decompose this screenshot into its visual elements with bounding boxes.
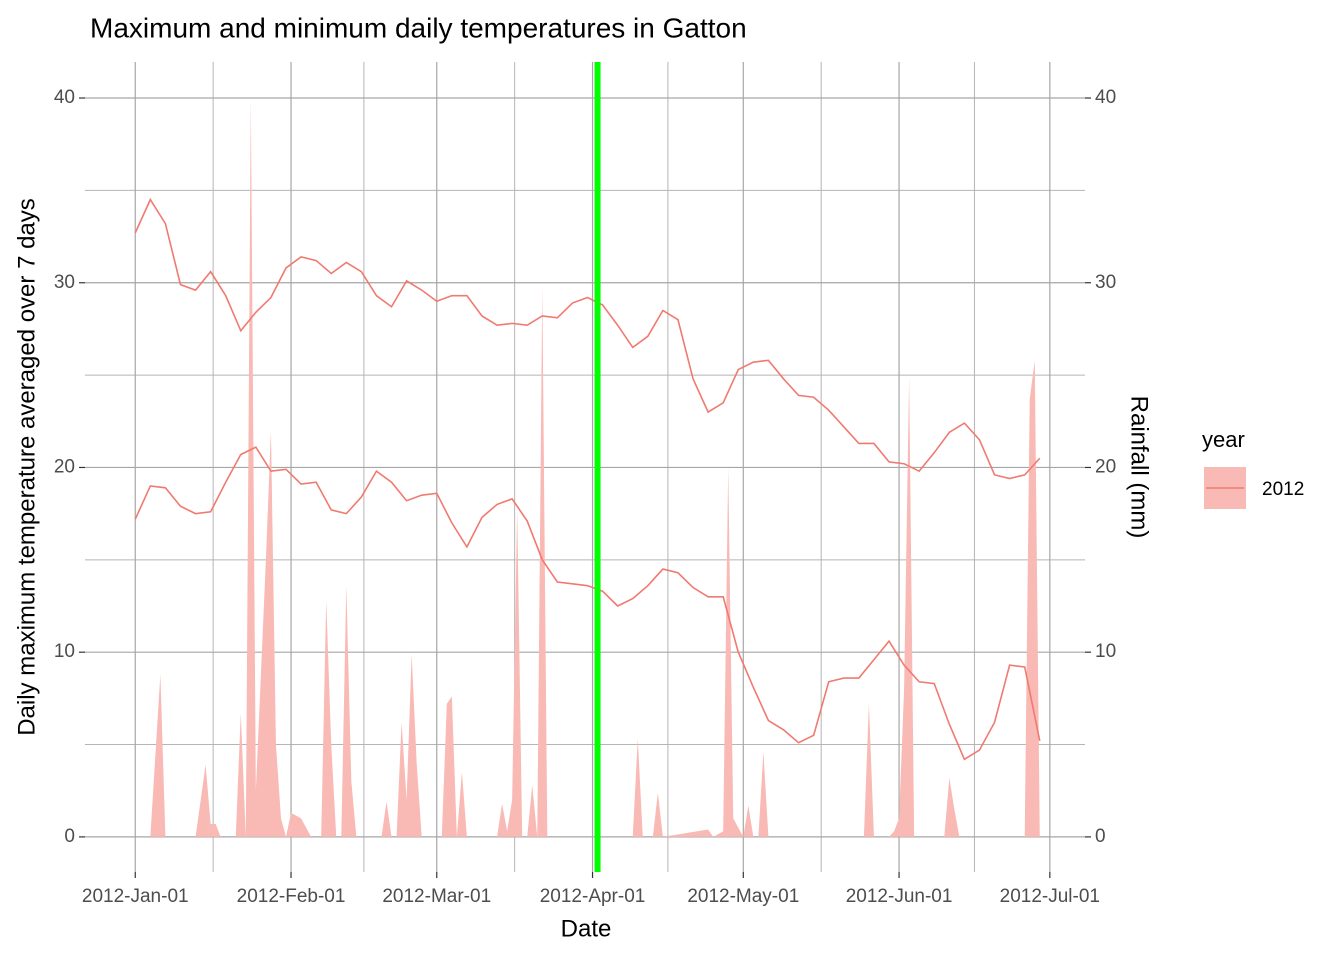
x-tick-label: 2012-Feb-01 xyxy=(237,886,346,907)
x-tick-label: 2012-Jun-01 xyxy=(846,886,953,907)
x-tick-label: 2012-Jan-01 xyxy=(82,886,189,907)
y2-tick-label: 20 xyxy=(1095,456,1116,477)
y2-tick-label: 40 xyxy=(1095,87,1116,108)
x-tick-label: 2012-Mar-01 xyxy=(382,886,491,907)
y2-tick-label: 10 xyxy=(1095,641,1116,662)
y2-tick-label: 0 xyxy=(1095,826,1106,847)
temperature-line xyxy=(134,446,1041,761)
y-tick-label: 30 xyxy=(54,272,75,293)
y-tick-label: 40 xyxy=(54,87,75,108)
y-tick-label: 20 xyxy=(54,456,75,477)
x-tick-label: 2012-Jul-01 xyxy=(1000,886,1100,907)
legend-title: year xyxy=(1202,427,1245,452)
x-axis-label: Date xyxy=(561,915,612,942)
y-tick-label: 10 xyxy=(54,641,75,662)
x-tick-label: 2012-May-01 xyxy=(687,886,799,907)
chart-title: Maximum and minimum daily temperatures i… xyxy=(90,12,747,43)
y2-axis-label: Rainfall (mm) xyxy=(1126,396,1153,539)
y-tick-label: 0 xyxy=(64,826,75,847)
y-axis-label: Daily maximum temperature averaged over … xyxy=(13,198,40,736)
y2-tick-label: 30 xyxy=(1095,272,1116,293)
temperature-line xyxy=(134,197,1041,480)
x-tick-label: 2012-Apr-01 xyxy=(540,886,646,907)
legend-label: 2012 xyxy=(1262,479,1304,500)
